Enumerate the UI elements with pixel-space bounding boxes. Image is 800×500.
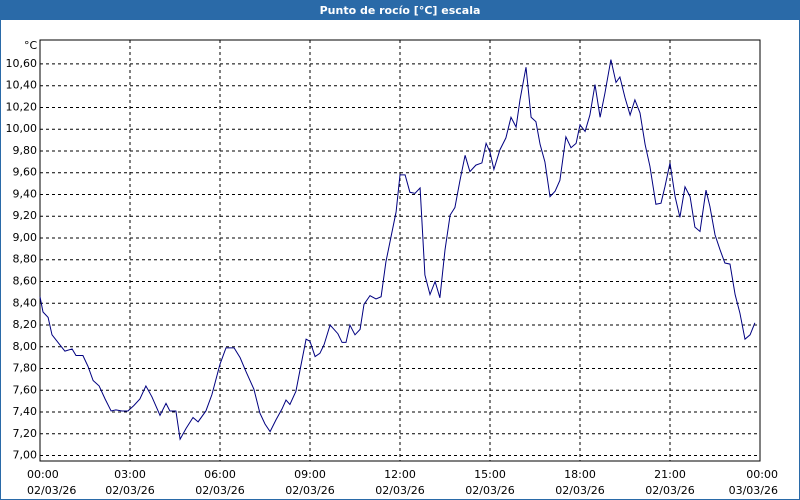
x-tick-date: 02/03/26 [555, 484, 604, 497]
y-tick-label: 10,60 [6, 57, 38, 70]
x-tick-label: 03:00 [114, 468, 146, 481]
y-tick-label: 8,40 [13, 296, 38, 309]
x-tick-date: 02/03/26 [645, 484, 694, 497]
y-tick-label: 7,80 [13, 362, 38, 375]
y-tick-label: 9,80 [13, 144, 38, 157]
x-tick-label: 09:00 [294, 468, 326, 481]
x-tick-label: 06:00 [204, 468, 236, 481]
x-tick-date: 02/03/26 [375, 484, 424, 497]
y-tick-label: 8,20 [13, 318, 38, 331]
x-tick-label: 21:00 [654, 468, 686, 481]
y-tick-label: 9,00 [13, 231, 38, 244]
x-tick-label: 18:00 [564, 468, 596, 481]
y-tick-label: 7,20 [13, 427, 38, 440]
y-tick-label: 7,40 [13, 405, 38, 418]
x-tick-date: 02/03/26 [465, 484, 514, 497]
y-tick-label: 9,20 [13, 209, 38, 222]
plot-border [39, 39, 761, 462]
y-tick-label: 7,60 [13, 383, 38, 396]
y-tick-label: 10,00 [6, 122, 38, 135]
y-unit: °C [24, 39, 38, 52]
x-tick-label: 12:00 [384, 468, 416, 481]
x-tick-label: 00:00 [27, 468, 59, 481]
y-tick-label: 10,20 [6, 100, 38, 113]
y-tick-label: 9,60 [13, 166, 38, 179]
x-tick-label: 15:00 [474, 468, 506, 481]
y-tick-label: 10,40 [6, 79, 38, 92]
chart-title: Punto de rocío [°C] escala [320, 4, 481, 17]
x-tick-date: 02/03/26 [195, 484, 244, 497]
title-bar [0, 0, 800, 20]
y-tick-label: 9,40 [13, 187, 38, 200]
x-tick-date: 02/03/26 [285, 484, 334, 497]
y-tick-label: 7,00 [13, 449, 38, 462]
y-tick-label: 8,00 [13, 340, 38, 353]
data-line [39, 59, 756, 441]
x-tick-date: 02/03/26 [27, 484, 76, 497]
y-tick-label: 8,60 [13, 275, 38, 288]
y-tick-label: 8,80 [13, 253, 38, 266]
x-tick-date: 03/03/26 [729, 484, 778, 497]
x-tick-label: 00:00 [746, 468, 778, 481]
x-tick-date: 02/03/26 [105, 484, 154, 497]
